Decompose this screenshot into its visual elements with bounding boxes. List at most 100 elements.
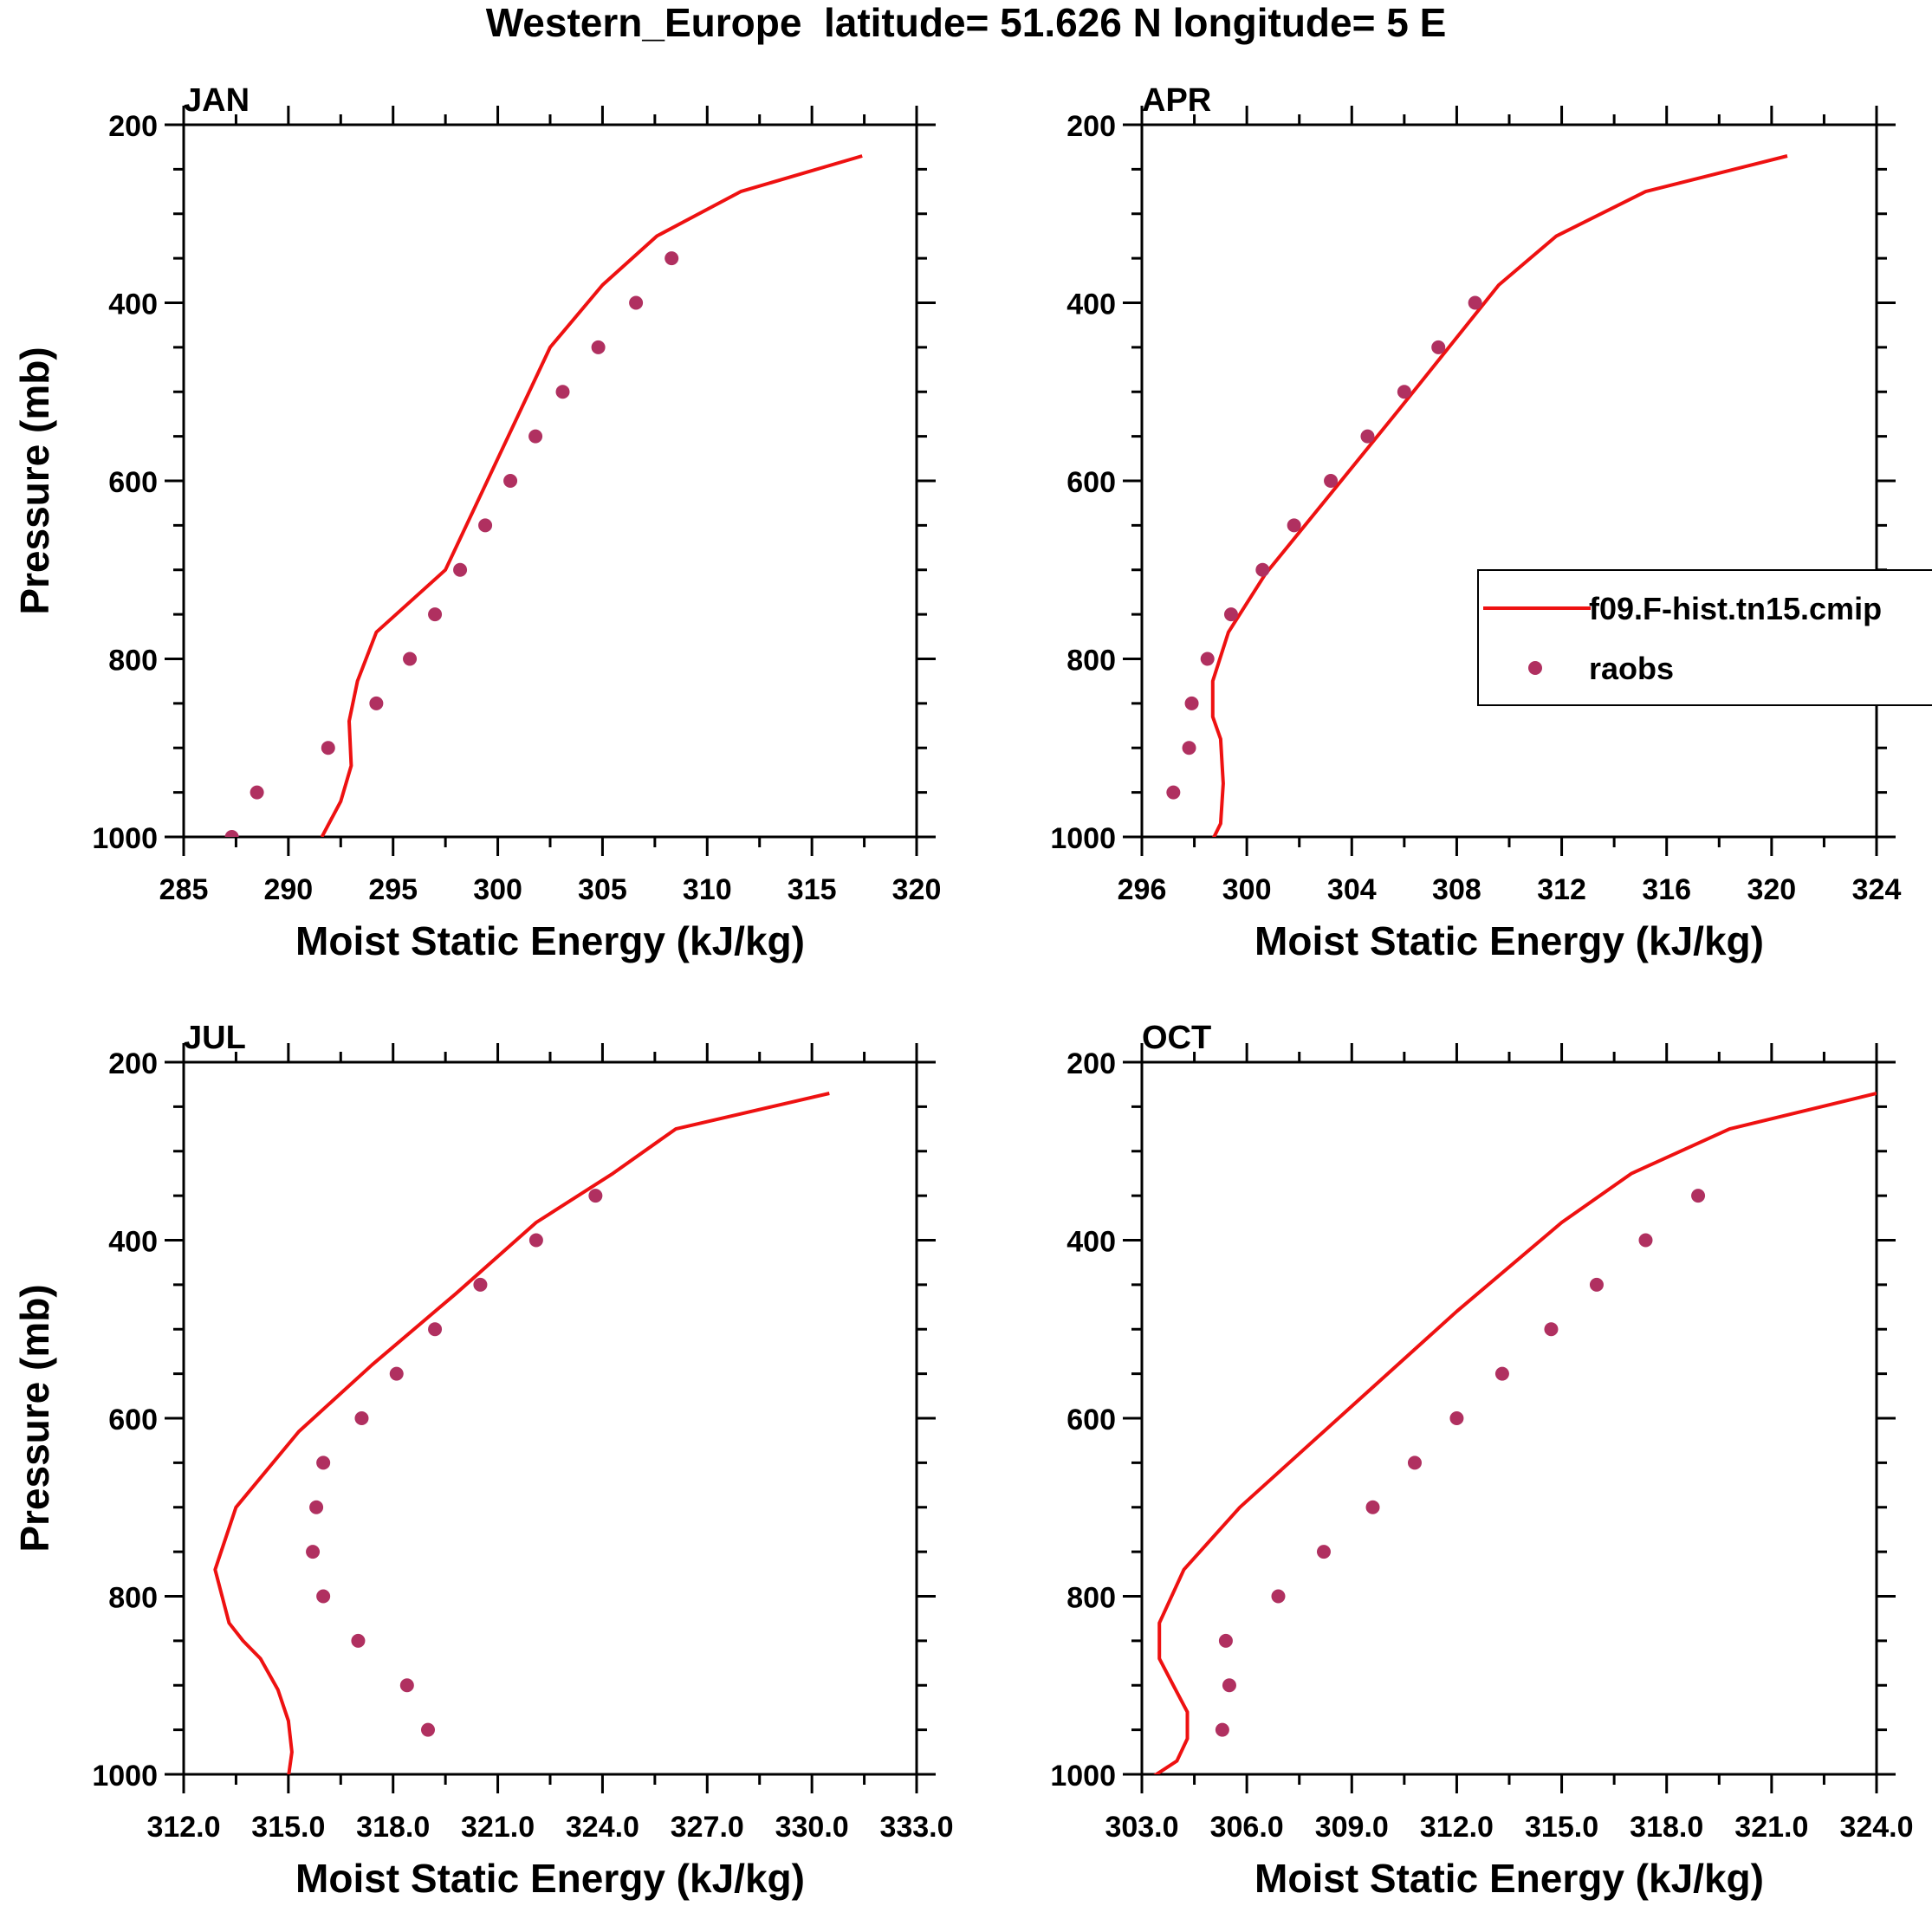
raobs-point <box>1494 1366 1509 1381</box>
raobs-point <box>351 1633 366 1648</box>
y-tick-label: 400 <box>108 289 158 321</box>
y-tick-label: 600 <box>1066 466 1116 499</box>
x-tick-label: 290 <box>263 873 313 906</box>
model-line-series <box>1153 1092 1877 1774</box>
x-tick-label: 321.0 <box>1734 1811 1808 1844</box>
raobs-point <box>428 1322 443 1337</box>
raobs-point <box>1431 340 1446 354</box>
y-tick-label: 1000 <box>1050 822 1116 855</box>
raobs-point <box>250 785 264 800</box>
raobs-point <box>316 1455 331 1470</box>
x-tick-label: 315 <box>788 873 837 906</box>
y-tick-label: 800 <box>1066 1582 1116 1615</box>
figure-title: Western_Europe latitude= 51.626 N longit… <box>486 0 1447 45</box>
raobs-point <box>1255 562 1270 577</box>
raobs-point <box>224 830 239 837</box>
y-tick-label: 400 <box>108 1226 158 1259</box>
y-tick-label: 1000 <box>92 1760 158 1793</box>
x-tick-label: 310 <box>683 873 732 906</box>
raobs-point <box>1468 295 1482 310</box>
x-axis-label: Moist Static Energy (kJ/kg) <box>1255 918 1764 963</box>
raobs-point <box>1316 1545 1331 1559</box>
legend-label-raobs: raobs <box>1589 651 1674 686</box>
panel-label: APR <box>1142 82 1211 119</box>
x-tick-label: 300 <box>473 873 522 906</box>
panel-data <box>224 154 863 837</box>
y-tick-label: 200 <box>108 1047 158 1080</box>
raobs-point <box>316 1589 331 1604</box>
raobs-point <box>369 696 384 710</box>
raobs-point <box>321 741 335 755</box>
x-tick-label: 304 <box>1327 873 1377 906</box>
x-axis-label: Moist Static Energy (kJ/kg) <box>1255 1856 1764 1901</box>
model-line-series <box>1210 154 1788 837</box>
raobs-point <box>528 1233 543 1248</box>
x-tick-label: 312.0 <box>146 1811 220 1844</box>
x-tick-label: 312.0 <box>1420 1811 1494 1844</box>
raobs-point <box>665 251 679 266</box>
plot-frame <box>1140 123 1878 839</box>
raobs-point <box>309 1500 324 1514</box>
raobs-point <box>421 1722 435 1737</box>
raobs-point <box>1166 785 1181 800</box>
model-line-series <box>320 154 863 837</box>
x-tick-label: 324 <box>1852 873 1902 906</box>
raobs-point <box>528 429 543 444</box>
x-tick-label: 303.0 <box>1105 1811 1178 1844</box>
x-tick-label: 324.0 <box>1839 1811 1913 1844</box>
y-tick-label: 600 <box>108 466 158 499</box>
x-tick-label: 312 <box>1537 873 1586 906</box>
raobs-point <box>591 340 606 354</box>
y-tick-label: 800 <box>1066 645 1116 677</box>
raobs-point <box>473 1277 488 1292</box>
raobs-point <box>1182 741 1196 755</box>
x-tick-label: 285 <box>159 873 209 906</box>
plot-frame <box>182 1060 918 1776</box>
y-tick-label: 200 <box>1066 110 1116 143</box>
y-tick-label: 1000 <box>92 822 158 855</box>
x-tick-label: 327.0 <box>671 1811 744 1844</box>
panel-label: OCT <box>1142 1020 1211 1056</box>
raobs-point <box>403 652 418 666</box>
x-tick-label: 320 <box>892 873 942 906</box>
panel-data <box>1153 1092 1877 1774</box>
y-tick-label: 600 <box>108 1404 158 1436</box>
plot-frame <box>1140 1060 1878 1776</box>
panel-label: JAN <box>184 82 250 119</box>
y-tick-label: 1000 <box>1050 1760 1116 1793</box>
raobs-point <box>1691 1189 1706 1203</box>
x-tick-label: 296 <box>1118 873 1167 906</box>
raobs-point <box>1589 1277 1604 1292</box>
raobs-point <box>306 1545 321 1559</box>
raobs-point <box>1200 652 1215 666</box>
x-tick-label: 306.0 <box>1210 1811 1284 1844</box>
panel-jul: JUL 200 400 600 800 1000 312.0 315.0 318.0 321.0 3… <box>12 1020 954 1901</box>
x-axis-label: Moist Static Energy (kJ/kg) <box>295 918 805 963</box>
x-tick-label: 300 <box>1222 873 1272 906</box>
raobs-point <box>629 295 644 310</box>
raobs-point <box>1271 1589 1286 1604</box>
plot-frame <box>182 123 918 839</box>
legend-marker-swatch <box>1528 661 1542 675</box>
y-tick-label: 600 <box>1066 1404 1116 1436</box>
raobs-point <box>428 607 443 622</box>
x-tick-label: 295 <box>368 873 418 906</box>
raobs-point <box>1638 1233 1653 1248</box>
legend-box <box>1477 569 1932 706</box>
y-tick-label: 200 <box>1066 1047 1116 1080</box>
legend: f09.F-hist.tn15.cmip raobs <box>1477 569 1932 706</box>
y-tick-label: 400 <box>1066 289 1116 321</box>
x-tick-label: 333.0 <box>879 1811 953 1844</box>
raobs-point <box>354 1411 369 1425</box>
raobs-point <box>1449 1411 1464 1425</box>
raobs-point <box>503 474 518 488</box>
raobs-point <box>588 1189 603 1203</box>
raobs-point <box>1397 385 1411 399</box>
x-tick-label: 321.0 <box>461 1811 535 1844</box>
panel-data <box>1166 154 1788 837</box>
x-tick-label: 324.0 <box>566 1811 639 1844</box>
x-tick-label: 315.0 <box>1525 1811 1598 1844</box>
x-axis-label: Moist Static Energy (kJ/kg) <box>295 1856 805 1901</box>
